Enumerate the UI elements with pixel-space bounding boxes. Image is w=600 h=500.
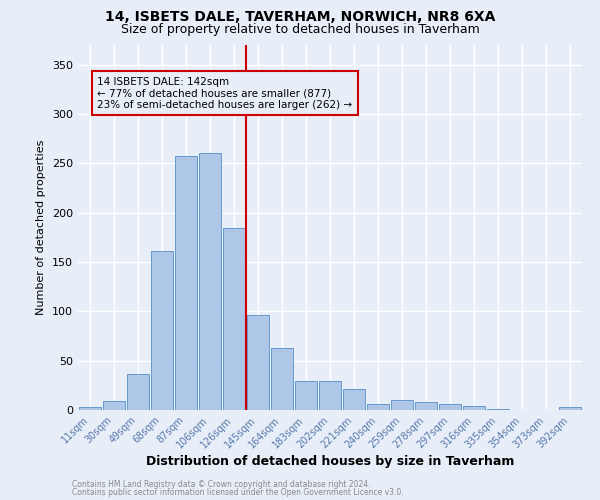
Bar	[199, 152, 221, 410]
Bar	[271, 348, 293, 410]
X-axis label: Distribution of detached houses by size in Taverham: Distribution of detached houses by size …	[146, 456, 514, 468]
Y-axis label: Number of detached properties: Number of detached properties	[37, 140, 46, 315]
Text: Size of property relative to detached houses in Taverham: Size of property relative to detached ho…	[121, 22, 479, 36]
Bar	[103, 401, 125, 410]
Bar	[415, 402, 437, 410]
Text: 14, ISBETS DALE, TAVERHAM, NORWICH, NR8 6XA: 14, ISBETS DALE, TAVERHAM, NORWICH, NR8 …	[105, 10, 495, 24]
Bar	[391, 400, 413, 410]
Bar	[343, 390, 365, 410]
Bar	[127, 374, 149, 410]
Bar	[223, 228, 245, 410]
Bar	[247, 316, 269, 410]
Bar	[367, 404, 389, 410]
Text: Contains HM Land Registry data © Crown copyright and database right 2024.: Contains HM Land Registry data © Crown c…	[72, 480, 371, 489]
Bar	[487, 409, 509, 410]
Bar	[175, 156, 197, 410]
Text: 14 ISBETS DALE: 142sqm
← 77% of detached houses are smaller (877)
23% of semi-de: 14 ISBETS DALE: 142sqm ← 77% of detached…	[97, 76, 352, 110]
Bar	[559, 407, 581, 410]
Bar	[79, 407, 101, 410]
Bar	[439, 404, 461, 410]
Text: Contains public sector information licensed under the Open Government Licence v3: Contains public sector information licen…	[72, 488, 404, 497]
Bar	[319, 382, 341, 410]
Bar	[463, 406, 485, 410]
Bar	[295, 382, 317, 410]
Bar	[151, 251, 173, 410]
